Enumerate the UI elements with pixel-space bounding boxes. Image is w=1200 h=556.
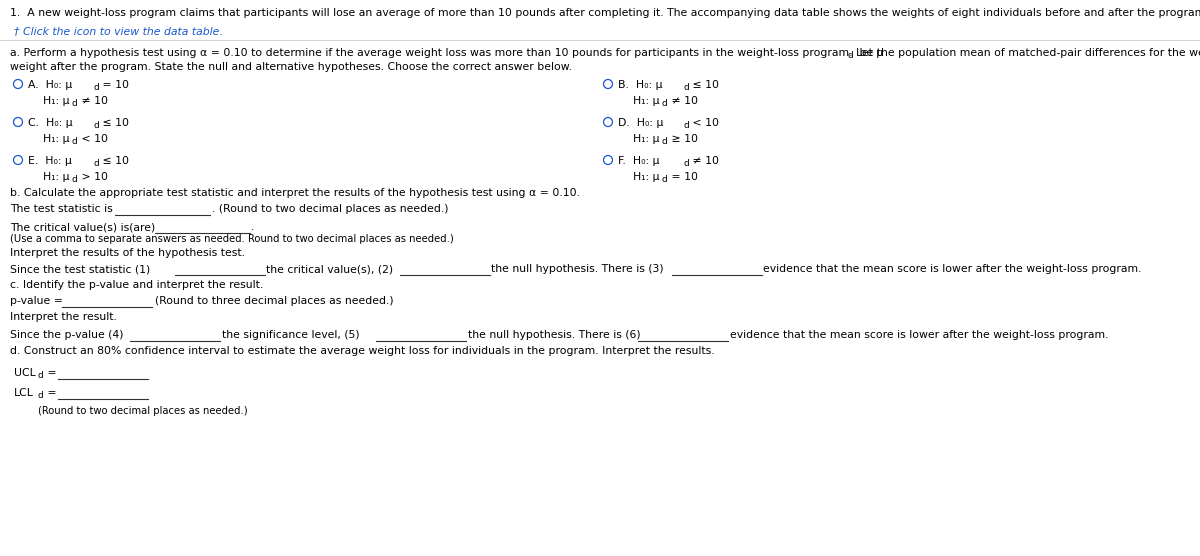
Text: Since the p-value (4): Since the p-value (4) (10, 330, 124, 340)
Text: d: d (94, 159, 98, 168)
Text: The critical value(s) is(are): The critical value(s) is(are) (10, 222, 155, 232)
Text: = 10: = 10 (668, 172, 698, 182)
Text: d: d (38, 391, 43, 400)
Text: d: d (662, 99, 667, 108)
Text: weight after the program. State the null and alternative hypotheses. Choose the : weight after the program. State the null… (10, 62, 572, 72)
Text: d: d (72, 137, 78, 146)
Text: (Round to two decimal places as needed.): (Round to two decimal places as needed.) (38, 406, 247, 416)
Text: the significance level, (5): the significance level, (5) (222, 330, 360, 340)
Text: (Use a comma to separate answers as needed. Round to two decimal places as neede: (Use a comma to separate answers as need… (10, 234, 454, 244)
Text: d: d (72, 175, 78, 184)
Text: Interpret the results of the hypothesis test.: Interpret the results of the hypothesis … (10, 248, 245, 258)
Text: the null hypothesis. There is (3): the null hypothesis. There is (3) (491, 264, 664, 274)
Text: H₁: μ: H₁: μ (43, 172, 70, 182)
Text: H₁: μ: H₁: μ (634, 172, 660, 182)
Text: d: d (848, 51, 853, 60)
Text: (Round to three decimal places as needed.): (Round to three decimal places as needed… (155, 296, 394, 306)
Text: =: = (44, 388, 56, 398)
Text: H₁: μ: H₁: μ (634, 96, 660, 106)
Text: < 10: < 10 (689, 118, 719, 128)
Text: † Click the icon to view the data table.: † Click the icon to view the data table. (14, 26, 223, 36)
Text: ≤ 10: ≤ 10 (98, 118, 130, 128)
Text: d: d (94, 83, 98, 92)
Text: d: d (683, 159, 689, 168)
Text: the critical value(s), (2): the critical value(s), (2) (266, 264, 394, 274)
Text: d: d (683, 121, 689, 130)
Text: 1.  A new weight-loss program claims that participants will lose an average of m: 1. A new weight-loss program claims that… (10, 8, 1200, 18)
Text: b. Calculate the appropriate test statistic and interpret the results of the hyp: b. Calculate the appropriate test statis… (10, 188, 580, 198)
Text: ≤ 10: ≤ 10 (689, 80, 719, 90)
Text: F.  H₀: μ: F. H₀: μ (618, 156, 660, 166)
Text: c. Identify the p-value and interpret the result.: c. Identify the p-value and interpret th… (10, 280, 263, 290)
Text: A.  H₀: μ: A. H₀: μ (28, 80, 72, 90)
Text: Interpret the result.: Interpret the result. (10, 312, 116, 322)
Text: B.  H₀: μ: B. H₀: μ (618, 80, 662, 90)
Text: D.  H₀: μ: D. H₀: μ (618, 118, 664, 128)
Text: .: . (251, 222, 254, 232)
Text: evidence that the mean score is lower after the weight-loss program.: evidence that the mean score is lower af… (730, 330, 1109, 340)
Text: be the population mean of matched-pair differences for the weight before the pro: be the population mean of matched-pair d… (856, 48, 1200, 58)
Text: ≠ 10: ≠ 10 (689, 156, 719, 166)
Text: evidence that the mean score is lower after the weight-loss program.: evidence that the mean score is lower af… (763, 264, 1141, 274)
Text: ≥ 10: ≥ 10 (668, 134, 698, 144)
Text: H₁: μ: H₁: μ (43, 96, 70, 106)
Text: > 10: > 10 (78, 172, 108, 182)
Text: d. Construct an 80% confidence interval to estimate the average weight loss for : d. Construct an 80% confidence interval … (10, 346, 715, 356)
Text: p-value =: p-value = (10, 296, 62, 306)
Text: ≠ 10: ≠ 10 (668, 96, 698, 106)
Text: the null hypothesis. There is (6): the null hypothesis. There is (6) (468, 330, 641, 340)
Text: LCL: LCL (14, 388, 34, 398)
Text: UCL: UCL (14, 368, 36, 378)
Text: d: d (94, 121, 98, 130)
Text: d: d (72, 99, 78, 108)
Text: ≠ 10: ≠ 10 (78, 96, 108, 106)
Text: d: d (683, 83, 689, 92)
Text: . (Round to two decimal places as needed.): . (Round to two decimal places as needed… (212, 204, 449, 214)
Text: a. Perform a hypothesis test using α = 0.10 to determine if the average weight l: a. Perform a hypothesis test using α = 0… (10, 48, 883, 58)
Text: The test statistic is: The test statistic is (10, 204, 113, 214)
Text: d: d (38, 371, 43, 380)
Text: = 10: = 10 (98, 80, 130, 90)
Text: ≤ 10: ≤ 10 (98, 156, 130, 166)
Text: C.  H₀: μ: C. H₀: μ (28, 118, 73, 128)
Text: H₁: μ: H₁: μ (634, 134, 660, 144)
Text: < 10: < 10 (78, 134, 108, 144)
Text: =: = (44, 368, 56, 378)
Text: d: d (662, 175, 667, 184)
Text: Since the test statistic (1): Since the test statistic (1) (10, 264, 150, 274)
Text: H₁: μ: H₁: μ (43, 134, 70, 144)
Text: E.  H₀: μ: E. H₀: μ (28, 156, 72, 166)
Text: d: d (662, 137, 667, 146)
